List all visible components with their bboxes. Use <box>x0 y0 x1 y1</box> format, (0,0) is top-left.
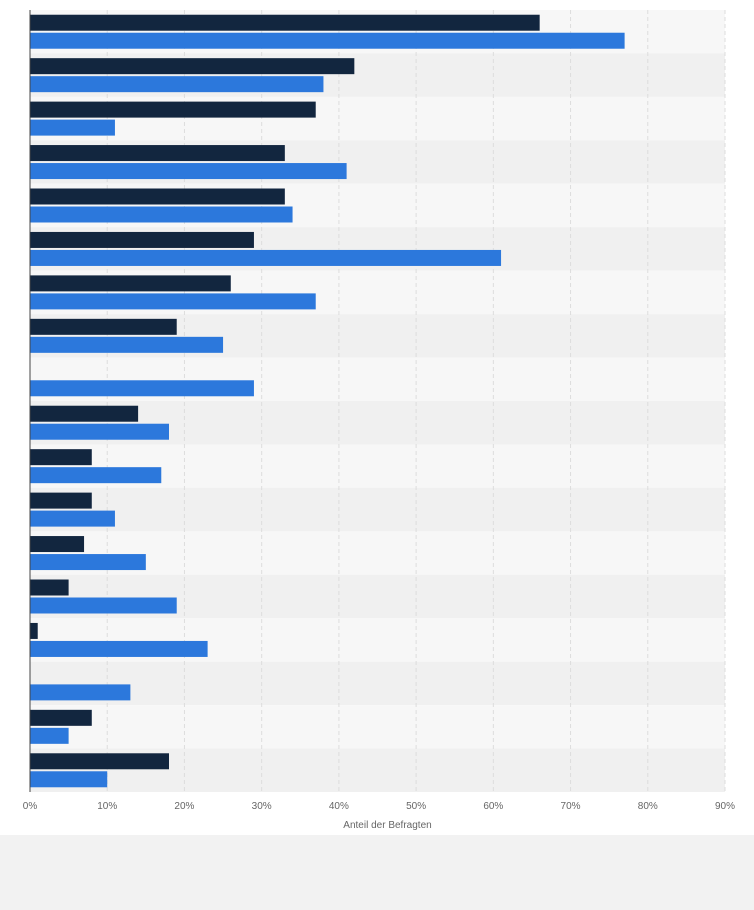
bar-series-blue[interactable] <box>30 640 208 657</box>
bar-series-dark[interactable] <box>30 188 285 205</box>
bar-series-dark[interactable] <box>30 145 285 162</box>
x-tick-label: 30% <box>252 801 272 812</box>
bar-series-blue[interactable] <box>30 76 324 93</box>
row-band <box>30 705 725 749</box>
bar-series-dark[interactable] <box>30 275 231 292</box>
x-tick-label: 60% <box>483 801 503 812</box>
bar-series-blue[interactable] <box>30 206 293 223</box>
bar-series-blue[interactable] <box>30 163 347 180</box>
bar-series-blue[interactable] <box>30 32 625 49</box>
x-tick-label: 50% <box>406 801 426 812</box>
bar-series-blue[interactable] <box>30 423 169 440</box>
bar-series-blue[interactable] <box>30 771 108 788</box>
chart-area: 0% 10% 20% 30% 40% 50% 60% 70% 80% 90% Anteil der… <box>0 0 754 835</box>
bar-series-dark[interactable] <box>30 536 85 553</box>
x-tick-label: 90% <box>715 801 735 812</box>
bar-series-dark[interactable] <box>30 622 38 639</box>
bar-series-blue[interactable] <box>30 336 224 353</box>
bar-series-blue[interactable] <box>30 684 131 701</box>
bar-series-blue[interactable] <box>30 510 115 527</box>
bar-series-blue[interactable] <box>30 119 115 136</box>
bar-series-blue[interactable] <box>30 380 254 397</box>
bar-series-dark[interactable] <box>30 709 92 726</box>
bars <box>30 14 625 788</box>
x-tick-label: 20% <box>174 801 194 812</box>
bar-series-blue[interactable] <box>30 597 177 614</box>
bar-series-dark[interactable] <box>30 318 177 335</box>
bar-series-dark[interactable] <box>30 58 355 75</box>
bar-chart: 0% 10% 20% 30% 40% 50% 60% 70% 80% 90% Anteil der… <box>23 10 735 831</box>
bar-series-blue[interactable] <box>30 727 69 744</box>
x-axis-title: Anteil der Befragten <box>343 820 431 831</box>
x-tick-labels: 0% 10% 20% 30% 40% 50% 60% 70% 80% 90% <box>23 801 735 812</box>
bar-series-dark[interactable] <box>30 492 92 509</box>
row-bands <box>30 10 725 792</box>
bar-series-dark[interactable] <box>30 405 139 422</box>
bar-series-dark[interactable] <box>30 579 69 596</box>
x-tick-label: 10% <box>97 801 117 812</box>
bar-series-dark[interactable] <box>30 101 316 118</box>
bar-series-blue[interactable] <box>30 554 146 571</box>
bar-series-dark[interactable] <box>30 753 169 770</box>
x-tick-label: 40% <box>329 801 349 812</box>
bar-series-dark[interactable] <box>30 14 540 31</box>
row-band <box>30 487 725 532</box>
grid-lines <box>106 10 726 792</box>
x-tick-label: 70% <box>561 801 581 812</box>
x-tick-label: 0% <box>23 801 38 812</box>
bar-series-blue[interactable] <box>30 467 162 484</box>
x-tick-label: 80% <box>638 801 658 812</box>
bar-series-blue[interactable] <box>30 293 316 310</box>
bar-series-dark[interactable] <box>30 231 254 248</box>
row-band <box>30 661 725 706</box>
bar-series-dark[interactable] <box>30 449 92 466</box>
bar-series-blue[interactable] <box>30 249 502 266</box>
